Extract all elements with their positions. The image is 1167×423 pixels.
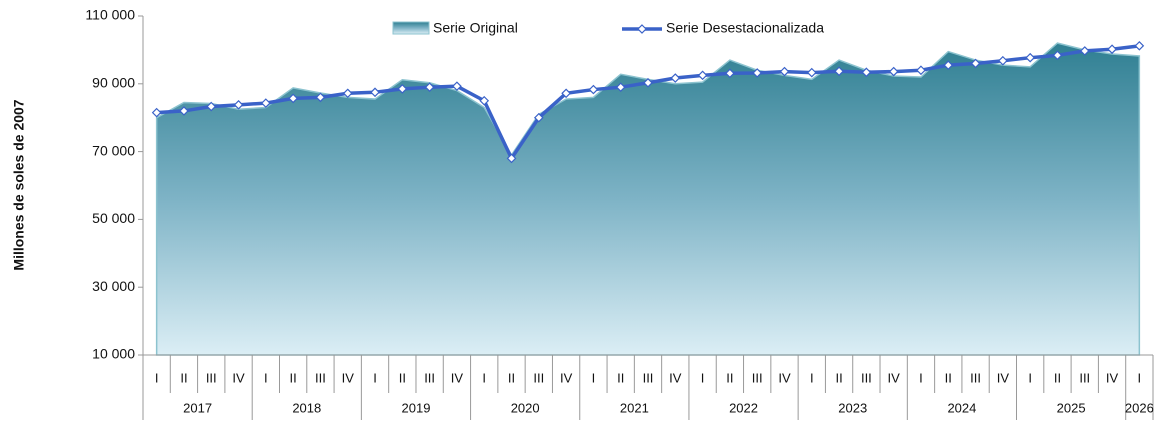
x-tick-label: I bbox=[810, 370, 814, 385]
y-tick-label: 30 000 bbox=[92, 278, 135, 294]
x-tick-label: IV bbox=[342, 370, 355, 385]
x-tick-label: III bbox=[424, 370, 435, 385]
marker bbox=[806, 67, 817, 78]
legend-swatch bbox=[392, 21, 430, 35]
year-label: 2026 bbox=[1125, 400, 1154, 415]
x-tick-label: IV bbox=[560, 370, 573, 385]
x-tick-label: II bbox=[399, 370, 406, 385]
x-tick-label: II bbox=[508, 370, 515, 385]
marker bbox=[998, 55, 1008, 66]
marker bbox=[752, 68, 763, 78]
x-tick-label: II bbox=[945, 370, 952, 385]
marker bbox=[342, 88, 353, 99]
marker bbox=[588, 84, 599, 95]
x-tick-label: IV bbox=[1106, 370, 1119, 385]
x-tick-label: III bbox=[861, 370, 872, 385]
marker bbox=[615, 82, 626, 93]
marker bbox=[533, 112, 544, 123]
marker bbox=[1079, 46, 1090, 56]
year-label: 2018 bbox=[292, 400, 321, 415]
marker bbox=[233, 99, 244, 110]
y-tick-label: 90 000 bbox=[92, 75, 135, 91]
year-label: 2020 bbox=[511, 400, 540, 415]
marker bbox=[888, 66, 899, 77]
year-label: 2024 bbox=[947, 400, 976, 415]
marker bbox=[479, 95, 490, 106]
marker bbox=[506, 153, 517, 164]
x-tick-label: II bbox=[726, 370, 733, 385]
x-tick-label: III bbox=[752, 370, 763, 385]
year-label: 2017 bbox=[183, 400, 212, 415]
x-tick-label: II bbox=[290, 370, 297, 385]
marker bbox=[670, 73, 681, 83]
x-tick-label: I bbox=[1028, 370, 1032, 385]
marker bbox=[179, 106, 189, 116]
year-label: 2019 bbox=[402, 400, 431, 415]
x-tick-label: I bbox=[264, 370, 268, 385]
marker bbox=[697, 70, 708, 81]
marker bbox=[452, 81, 462, 92]
y-tick-label: 70 000 bbox=[92, 142, 135, 158]
marker bbox=[970, 58, 981, 69]
x-tick-label: I bbox=[373, 370, 377, 385]
x-tick-label: II bbox=[180, 370, 187, 385]
x-tick-label: II bbox=[835, 370, 842, 385]
marker bbox=[1134, 40, 1145, 51]
x-tick-label: IV bbox=[669, 370, 682, 385]
x-tick-label: II bbox=[617, 370, 624, 385]
marker bbox=[1052, 50, 1063, 61]
marker bbox=[1107, 44, 1117, 55]
year-label: 2021 bbox=[620, 400, 649, 415]
marker bbox=[834, 66, 844, 77]
marker bbox=[916, 65, 926, 76]
x-tick-label: III bbox=[970, 370, 981, 385]
area bbox=[155, 42, 1141, 356]
marker bbox=[260, 98, 271, 108]
marker bbox=[315, 92, 326, 103]
x-tick-label: III bbox=[643, 370, 654, 385]
x-tick-label: I bbox=[701, 370, 705, 385]
x-tick-label: III bbox=[1079, 370, 1090, 385]
x-tick-label: IV bbox=[997, 370, 1010, 385]
marker bbox=[288, 93, 298, 104]
x-tick-label: III bbox=[315, 370, 326, 385]
legend-marker bbox=[637, 24, 647, 34]
x-tick-label: I bbox=[1138, 370, 1142, 385]
x-tick-label: I bbox=[919, 370, 923, 385]
y-tick-label: 110 000 bbox=[85, 7, 135, 23]
x-tick-label: III bbox=[533, 370, 544, 385]
marker bbox=[397, 84, 408, 94]
marker bbox=[861, 67, 872, 78]
marker bbox=[725, 68, 735, 79]
legend-label: Serie Original bbox=[433, 20, 518, 36]
y-tick-label: 10 000 bbox=[92, 346, 135, 362]
marker bbox=[424, 82, 435, 93]
x-tick-label: I bbox=[155, 370, 159, 385]
year-label: 2022 bbox=[729, 400, 758, 415]
x-tick-label: I bbox=[592, 370, 596, 385]
x-tick-label: IV bbox=[778, 370, 791, 385]
marker bbox=[643, 77, 653, 88]
marker bbox=[370, 87, 380, 98]
y-tick-label: 50 000 bbox=[92, 210, 135, 226]
x-tick-label: IV bbox=[451, 370, 464, 385]
x-tick-label: IV bbox=[232, 370, 245, 385]
marker bbox=[206, 101, 217, 112]
y-axis-label: Millones de soles de 2007 bbox=[11, 99, 27, 270]
marker bbox=[151, 107, 162, 118]
legend-label: Serie Desestacionalizada bbox=[666, 20, 824, 36]
x-tick-label: I bbox=[482, 370, 486, 385]
marker bbox=[943, 60, 954, 71]
x-tick-label: III bbox=[206, 370, 217, 385]
x-tick-label: IV bbox=[888, 370, 901, 385]
marker bbox=[561, 88, 571, 99]
year-label: 2023 bbox=[838, 400, 867, 415]
marker bbox=[779, 66, 790, 77]
x-tick-label: II bbox=[1054, 370, 1061, 385]
marker bbox=[1025, 52, 1036, 63]
year-label: 2025 bbox=[1057, 400, 1086, 415]
